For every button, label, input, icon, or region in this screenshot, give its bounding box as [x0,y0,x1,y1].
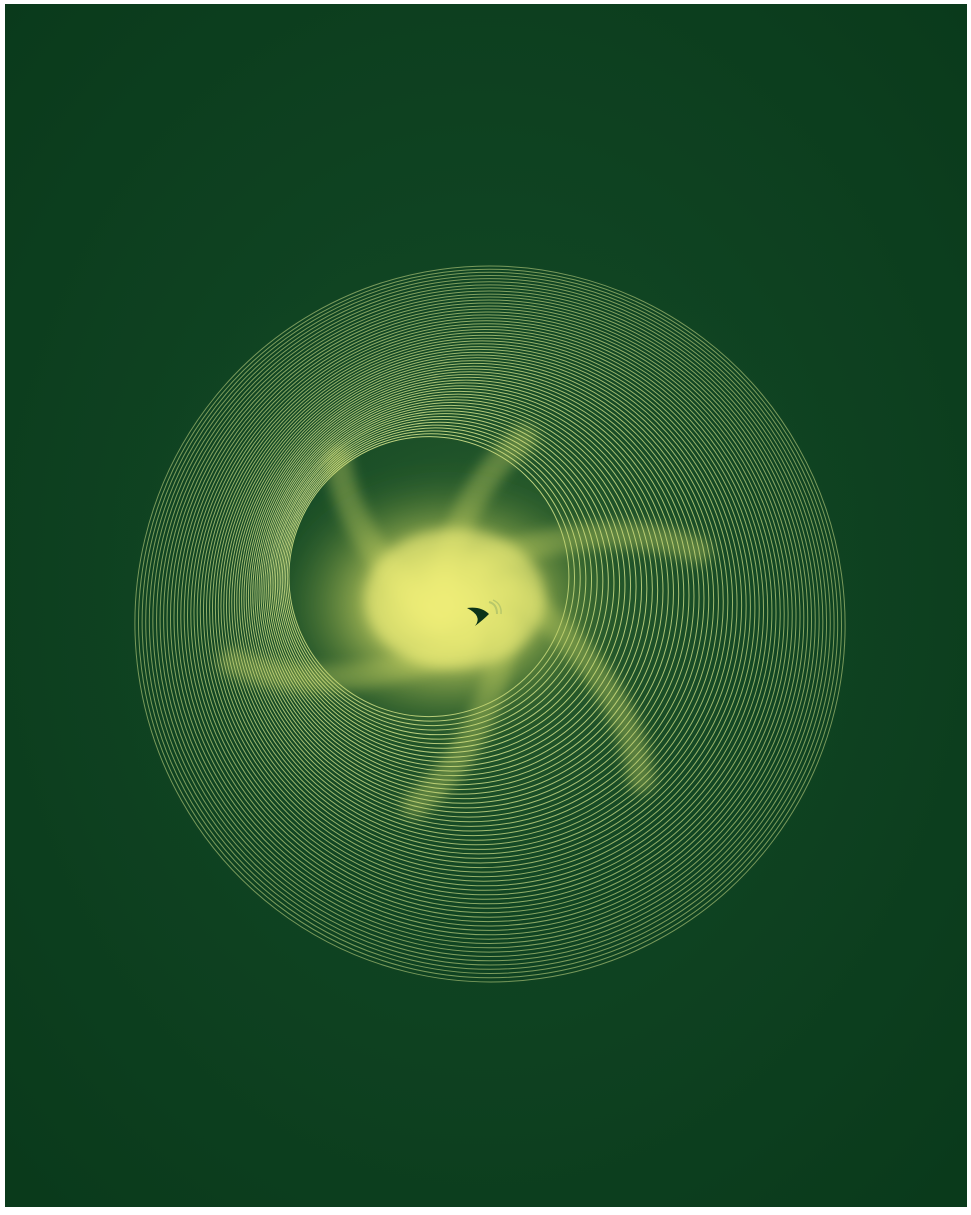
spiral-ring [196,320,777,905]
spiral-ring [225,348,734,859]
spiral-ring [214,337,751,878]
spiral-ring [271,407,626,763]
spiral-ring [236,360,715,841]
spiral-ring [176,302,801,931]
spiral-ring [260,390,659,790]
spiral-ring [209,331,760,887]
spiral-ring [163,290,816,949]
spiral-ring [199,323,773,900]
spiral-ring [269,404,632,767]
spiral-ring [180,305,797,927]
spiral-ring [193,317,781,909]
spiral-ring [264,396,648,781]
spiral-ring [217,340,747,873]
spiral-ring [173,299,805,936]
spiral-ring [233,357,719,846]
spiral-ring [159,287,820,953]
spiral-ring [169,296,809,940]
spiral-ring [258,388,664,795]
spiral-ring [186,311,789,918]
spiral-ring [243,368,700,827]
spiral-ring [262,393,653,786]
spiral-ring [231,354,724,850]
spiral-ring [205,329,765,891]
spiral-ring [145,275,835,970]
spiral-ring [245,371,695,823]
spiral-ring [190,314,785,914]
spiral-ring [241,365,705,832]
spiral-ring [223,346,738,864]
spiral-ring [166,293,813,944]
spiral-ring [202,326,769,896]
central-glow-core [365,529,545,669]
spiral-ring [220,343,743,869]
spiral-ring [148,278,831,966]
spiral-ring [211,334,756,882]
spiral-ring [273,410,621,758]
spiral-ring [138,268,842,979]
spiral-ring [228,351,729,855]
spiral-ring [152,281,828,962]
spiral-ring [183,308,793,923]
spiral-ring [247,374,690,818]
spiral-ring [238,362,710,837]
spiral-ring [266,399,643,777]
center-swirl-mark-icon [467,599,502,626]
spiral-ring [141,271,839,974]
spiral-ring [268,402,637,772]
spiral-ring [156,284,824,957]
spiral-ring [134,265,846,983]
artwork-frame [5,4,967,1207]
spiral-artwork [5,4,967,1207]
